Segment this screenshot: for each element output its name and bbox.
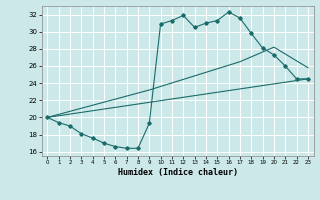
X-axis label: Humidex (Indice chaleur): Humidex (Indice chaleur) <box>118 168 237 177</box>
